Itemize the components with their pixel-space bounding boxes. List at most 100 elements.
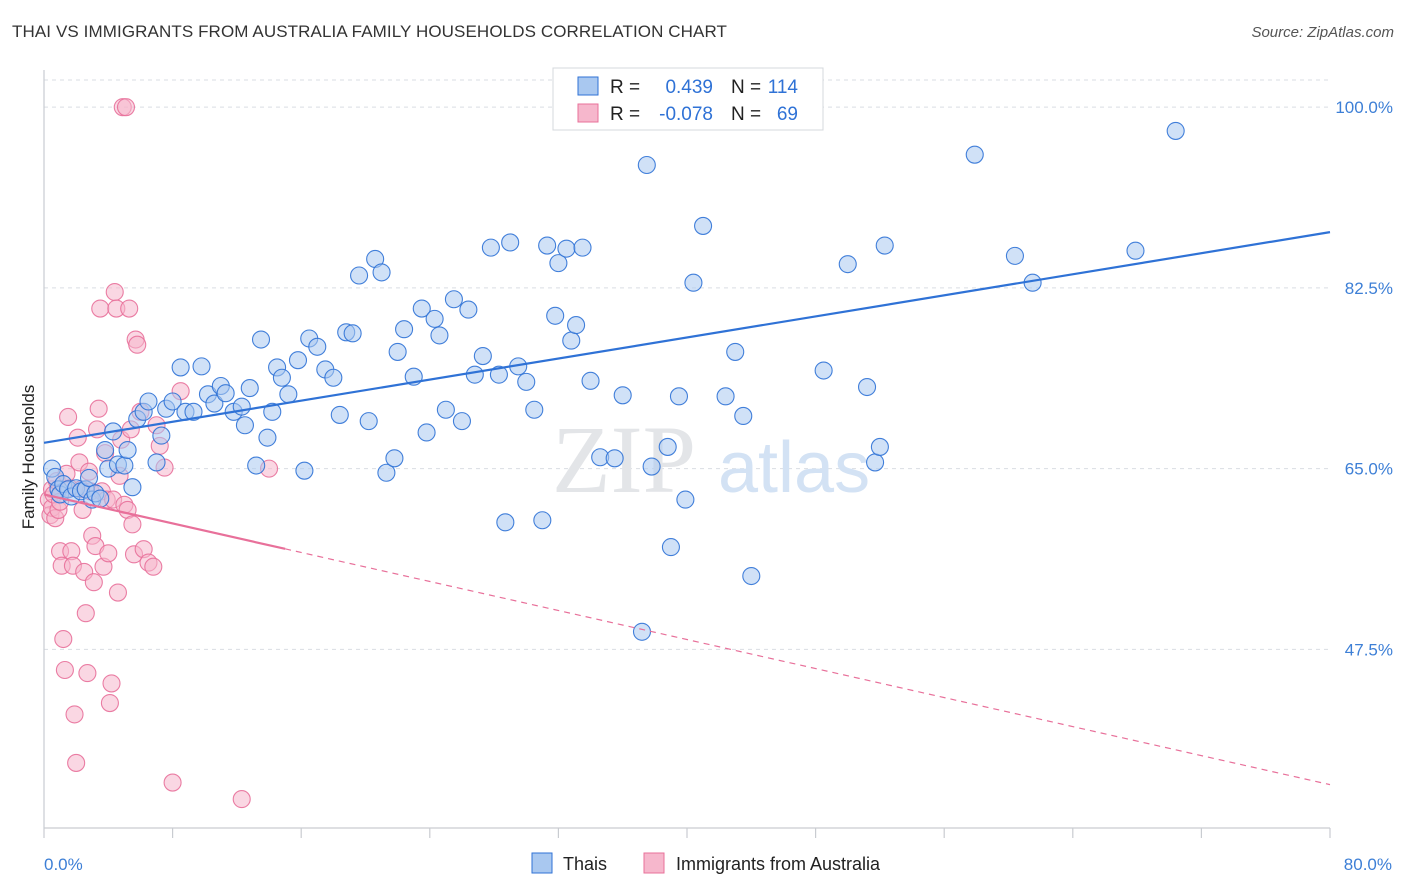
data-point-thais <box>324 368 343 387</box>
data-point-thais <box>240 379 259 398</box>
stats-n-label-immigrants: N = <box>731 104 761 125</box>
series-legend: Thais Immigrants from Australia <box>531 852 881 874</box>
data-point-immigrants <box>55 660 74 680</box>
data-point-thais <box>235 416 254 435</box>
data-point-thais <box>359 412 378 431</box>
data-point-thais <box>661 538 680 557</box>
data-point-thais <box>139 392 158 411</box>
stats-r-value-immigrants: -0.078 <box>659 104 713 125</box>
data-point-immigrants <box>100 693 119 713</box>
data-point-thais <box>658 437 677 456</box>
stats-n-value-thais: 114 <box>768 77 799 98</box>
data-point-thais <box>247 456 266 475</box>
data-point-thais <box>632 622 652 641</box>
stats-legend-swatch-thais <box>577 76 599 96</box>
y-tick-label: 82.5% <box>1345 279 1393 298</box>
data-point-thais <box>308 337 327 356</box>
data-point-thais <box>395 320 414 339</box>
data-point-thais <box>216 384 235 403</box>
data-point-thais <box>481 238 500 257</box>
data-point-thais <box>726 342 745 361</box>
data-point-thais <box>258 428 277 447</box>
data-point-immigrants <box>105 282 124 302</box>
data-point-immigrants <box>54 629 73 649</box>
data-point-immigrants <box>78 664 97 683</box>
data-point-thais <box>163 392 182 411</box>
x-tick-label-max: 80.0% <box>1344 855 1392 874</box>
data-point-thais <box>123 478 142 497</box>
data-point-immigrants <box>99 544 118 563</box>
stats-n-label-thais: N = <box>731 77 761 98</box>
chart-title: THAI VS IMMIGRANTS FROM AUSTRALIA FAMILY… <box>12 22 728 41</box>
data-point-thais <box>279 385 298 404</box>
data-point-thais <box>573 238 592 257</box>
data-point-immigrants <box>108 583 127 602</box>
data-point-thais <box>642 457 661 476</box>
data-point-thais <box>525 400 544 419</box>
data-point-thais <box>533 511 552 530</box>
data-point-thais <box>669 387 689 406</box>
data-point-thais <box>676 490 695 509</box>
data-point-thais <box>343 324 362 343</box>
watermark-atlas: atlas <box>718 428 870 508</box>
data-point-thais <box>857 377 877 397</box>
legend-swatch-immigrants <box>643 852 665 874</box>
legend-label-immigrants: Immigrants from Australia <box>676 854 881 874</box>
data-point-thais <box>330 405 349 424</box>
data-point-thais <box>377 463 396 482</box>
y-tick-label: 65.0% <box>1345 460 1393 479</box>
data-point-thais <box>613 386 632 405</box>
data-point-immigrants <box>65 705 84 724</box>
data-point-thais <box>1126 241 1145 260</box>
stats-r-value-thais: 0.439 <box>665 77 713 98</box>
legend-label-thais: Thais <box>563 854 607 874</box>
data-point-thais <box>538 236 557 255</box>
data-point-thais <box>866 453 885 472</box>
watermark: ZIP atlas <box>552 406 870 513</box>
trend-lines <box>43 231 1331 786</box>
data-point-thais <box>684 273 703 292</box>
trend-line-immigrants-extension <box>284 548 1331 786</box>
stats-r-label-immigrants: R = <box>610 104 640 125</box>
data-point-thais <box>637 155 656 175</box>
data-point-thais <box>1166 121 1185 140</box>
data-point-thais <box>430 326 449 345</box>
data-point-thais <box>118 440 137 460</box>
data-point-thais <box>501 233 520 252</box>
data-point-thais <box>79 468 99 487</box>
data-point-thais <box>562 331 581 350</box>
data-point-thais <box>452 412 472 431</box>
trend-line-thais <box>43 231 1331 444</box>
x-tick-label-min: 0.0% <box>44 855 83 874</box>
data-point-thais <box>605 449 624 468</box>
data-point-immigrants <box>59 407 78 427</box>
legend-swatch-thais <box>531 852 553 874</box>
data-point-immigrants <box>91 299 110 318</box>
grid-lines <box>44 79 1330 650</box>
data-point-thais <box>496 513 515 532</box>
data-point-immigrants <box>123 515 142 534</box>
data-point-thais <box>870 437 889 456</box>
data-point-thais <box>96 440 115 460</box>
data-point-thais <box>192 357 211 376</box>
y-tick-label: 47.5% <box>1345 640 1393 659</box>
data-point-thais <box>459 300 478 319</box>
data-point-immigrants <box>128 335 147 354</box>
data-point-thais <box>263 402 282 421</box>
stats-n-value-immigrants: 69 <box>777 104 798 125</box>
data-point-thais <box>205 394 224 413</box>
data-point-thais <box>417 423 436 442</box>
data-point-thais <box>171 358 190 377</box>
trend-line-immigrants <box>43 493 286 550</box>
data-point-thais <box>412 299 431 318</box>
data-point-thais <box>716 387 735 406</box>
data-point-thais <box>567 316 586 335</box>
data-point-thais <box>385 449 404 468</box>
data-point-immigrants <box>84 573 103 592</box>
series-thais <box>42 121 1185 641</box>
data-point-thais <box>295 461 314 480</box>
data-point-thais <box>436 400 455 419</box>
data-point-thais <box>581 371 600 390</box>
data-point-thais <box>814 361 833 380</box>
